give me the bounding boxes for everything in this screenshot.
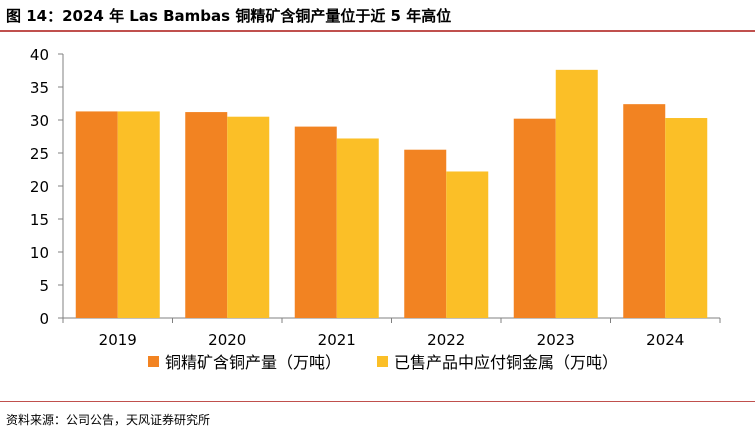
title-divider <box>0 30 755 32</box>
bar-series-1-2019 <box>75 111 118 318</box>
y-tick-label: 20 <box>30 178 49 196</box>
bar-series-1-2021 <box>294 126 337 318</box>
y-tick-label: 10 <box>30 244 49 262</box>
x-tick-label: 2020 <box>208 331 246 349</box>
y-tick-label: 30 <box>30 112 49 130</box>
y-tick-label: 40 <box>30 46 49 64</box>
legend: 铜精矿含铜产量（万吨） 已售产品中应付铜金属（万吨） <box>148 353 618 372</box>
y-tick-label: 0 <box>39 310 49 328</box>
bar-series-2-2020 <box>227 116 270 318</box>
bar-chart: 0 5 10 15 20 25 30 35 40 2019 2020 2021 2022 2023 202… <box>30 46 721 372</box>
x-axis: 2019 2020 2021 2022 2023 2024 <box>62 317 721 349</box>
x-tick-label: 2024 <box>646 331 684 349</box>
bar-series-2-2022 <box>446 171 489 318</box>
footer-divider <box>0 401 755 402</box>
x-tick-label: 2023 <box>537 331 575 349</box>
bar-series-2-2021 <box>336 138 379 318</box>
bar-series-1-2022 <box>404 149 447 318</box>
source-note: 资料来源：公司公告，天风证券研究所 <box>6 413 211 427</box>
y-tick-label: 5 <box>39 277 49 295</box>
y-tick-label: 35 <box>30 79 49 97</box>
bar-series-1-2024 <box>623 104 666 318</box>
y-axis: 0 5 10 15 20 25 30 35 40 <box>30 46 64 328</box>
x-tick-label: 2021 <box>318 331 356 349</box>
legend-swatch-1 <box>148 356 159 367</box>
legend-label-1: 铜精矿含铜产量（万吨） <box>165 353 341 372</box>
x-tick-label: 2019 <box>99 331 137 349</box>
bar-series-1-2023 <box>513 118 556 319</box>
chart-title: 图 14：2024 年 Las Bambas 铜精矿含铜产量位于近 5 年高位 <box>6 7 452 25</box>
y-tick-label: 15 <box>30 211 49 229</box>
x-tick-label: 2022 <box>427 331 465 349</box>
y-tick-label: 25 <box>30 145 49 163</box>
bar-series-1-2020 <box>185 112 228 318</box>
legend-swatch-2 <box>377 356 388 367</box>
legend-label-2: 已售产品中应付铜金属（万吨） <box>394 353 618 372</box>
bar-series-2-2019 <box>117 111 160 318</box>
bar-series-2-2024 <box>665 118 708 319</box>
bar-series-2-2023 <box>555 69 598 318</box>
bars <box>75 69 708 319</box>
